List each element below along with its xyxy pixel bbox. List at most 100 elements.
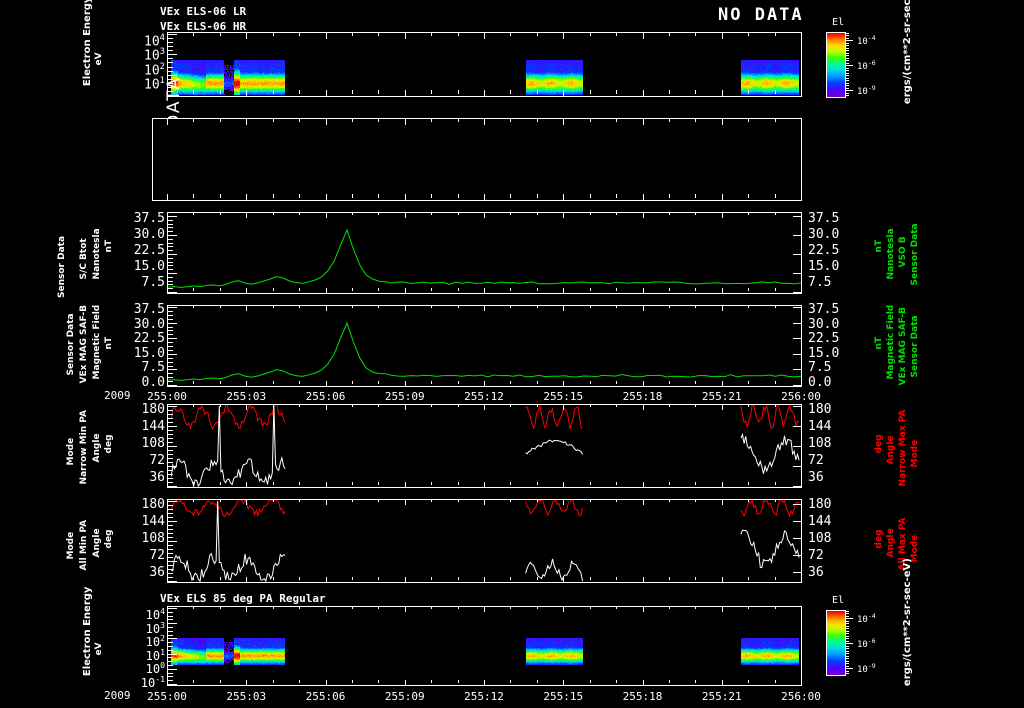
- x-tick: [589, 381, 591, 385]
- y-minor-tick: [168, 365, 173, 367]
- colorbar-minor-tick: [845, 635, 849, 637]
- ytick-label-right: 22.5: [808, 331, 840, 347]
- x-tick: [642, 381, 644, 387]
- y-minor-tick: [168, 627, 173, 628]
- y-major-tick: [168, 235, 177, 236]
- x-tick: [510, 680, 512, 684]
- colorbar-major-tick: [845, 90, 853, 92]
- x-tick: [378, 482, 380, 486]
- x-tick: [351, 32, 353, 36]
- x-tick: [774, 577, 776, 581]
- x-tick: [431, 288, 433, 292]
- x-tick: [325, 499, 327, 505]
- panel3-right-label4: nT: [866, 240, 894, 265]
- x-tick: [325, 212, 327, 218]
- y-major-tick-right: [793, 572, 802, 573]
- x-tick: [272, 680, 274, 684]
- y-minor-tick: [168, 346, 173, 347]
- y-major-tick: [168, 216, 177, 217]
- colorbar-minor-tick: [845, 60, 849, 62]
- x-tick: [272, 404, 274, 408]
- colorbar-minor-tick: [845, 40, 849, 42]
- panel6-right-l4: deg: [874, 529, 885, 549]
- pa-min-trace: [171, 500, 286, 582]
- colorbar-minor-tick: [845, 65, 849, 67]
- no-data-top-label: NO DATA: [718, 5, 804, 25]
- x-tick: [404, 577, 406, 583]
- panel7-title: VEx ELS 85 deg PA Regular: [160, 592, 326, 605]
- xtick-label: 255:09: [384, 390, 425, 403]
- x-tick: [721, 381, 723, 387]
- y-major-tick: [168, 426, 177, 427]
- x-tick: [351, 212, 353, 216]
- x-tick: [721, 499, 723, 505]
- x-tick: [325, 288, 327, 294]
- x-tick: [167, 381, 168, 387]
- x-tick: [642, 606, 644, 612]
- x-tick: [642, 499, 644, 505]
- x-tick: [167, 680, 168, 686]
- x-tick: [484, 381, 485, 387]
- x-tick: [510, 32, 512, 36]
- y-minor-tick: [168, 330, 173, 332]
- x-tick: [536, 194, 538, 198]
- y-minor-tick: [168, 418, 173, 419]
- ytick-label: 101: [145, 646, 165, 663]
- x-tick: [721, 32, 723, 39]
- x-tick: [299, 118, 301, 122]
- y-minor-tick: [168, 619, 173, 621]
- x-tick: [536, 404, 538, 408]
- y-major-tick: [168, 608, 177, 609]
- x-tick: [457, 90, 459, 94]
- x-tick: [642, 577, 644, 583]
- x-tick: [510, 482, 512, 486]
- x-tick: [748, 90, 750, 94]
- y-major-tick: [168, 561, 177, 562]
- colorbar-minor-tick: [845, 37, 849, 39]
- panel7-axes: [167, 606, 802, 686]
- colorbar-minor-tick: [845, 87, 849, 89]
- ytick-label-right: 37.5: [808, 211, 840, 226]
- colorbar-top-unit-text: ergs/(cm**2-sr-sec-eV): [901, 0, 913, 105]
- xtick-label: 255:00: [147, 390, 187, 403]
- y-minor-tick: [168, 357, 173, 359]
- x-tick: [193, 212, 195, 216]
- y-minor-tick: [168, 565, 173, 566]
- x-tick: [616, 499, 618, 503]
- ytick-label: 108: [141, 531, 165, 546]
- x-tick: [246, 577, 248, 583]
- ytick-exponent: 0: [160, 660, 165, 671]
- xtick-label: 255:21: [701, 390, 742, 403]
- x-tick: [219, 32, 221, 36]
- x-tick: [219, 194, 221, 198]
- x-tick: [404, 482, 406, 488]
- x-tick: [563, 499, 565, 505]
- ytick-label: 108: [141, 436, 165, 451]
- ytick-label-right: 15.0: [808, 259, 840, 274]
- colorbar-minor-tick: [845, 95, 849, 96]
- x-tick: [774, 118, 776, 122]
- x-tick: [774, 680, 776, 684]
- x-tick: [563, 90, 565, 97]
- y-minor-tick: [168, 314, 173, 316]
- y-minor-tick: [168, 474, 173, 475]
- x-tick: [721, 118, 723, 125]
- x-tick: [219, 680, 221, 684]
- xtick-label: 255:18: [622, 390, 663, 403]
- y-minor-tick: [168, 470, 173, 471]
- x-tick: [457, 32, 459, 36]
- x-tick: [299, 90, 301, 94]
- x-tick: [404, 194, 406, 201]
- x-tick: [378, 118, 380, 122]
- y-minor-tick: [168, 680, 173, 682]
- ytick-label: 180: [141, 402, 165, 417]
- x-tick: [748, 482, 750, 486]
- x-tick: [299, 288, 301, 292]
- y-minor-tick: [168, 615, 173, 617]
- x-tick: [272, 118, 274, 122]
- x-tick: [748, 118, 750, 122]
- y-minor-tick: [168, 569, 173, 570]
- x-tick: [378, 90, 380, 94]
- y-minor-tick: [168, 219, 173, 221]
- x-tick: [721, 90, 723, 97]
